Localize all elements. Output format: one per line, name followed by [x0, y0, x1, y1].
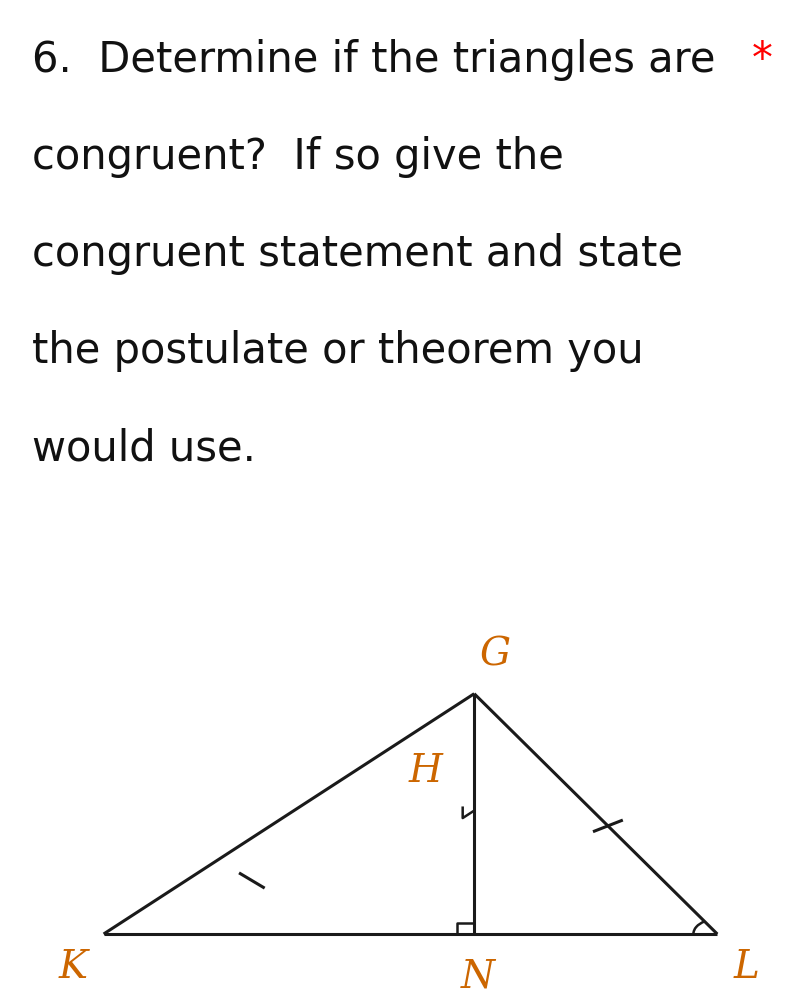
Text: congruent?  If so give the: congruent? If so give the [32, 136, 563, 178]
Text: 6.  Determine if the triangles are: 6. Determine if the triangles are [32, 39, 716, 81]
Text: K: K [59, 949, 88, 986]
Text: *: * [752, 39, 773, 81]
Text: congruent statement and state: congruent statement and state [32, 233, 683, 275]
Text: N: N [461, 959, 495, 991]
Text: L: L [733, 949, 759, 986]
Text: H: H [408, 753, 442, 791]
Text: the postulate or theorem you: the postulate or theorem you [32, 330, 643, 373]
Text: G: G [479, 637, 509, 674]
Text: would use.: would use. [32, 427, 256, 470]
